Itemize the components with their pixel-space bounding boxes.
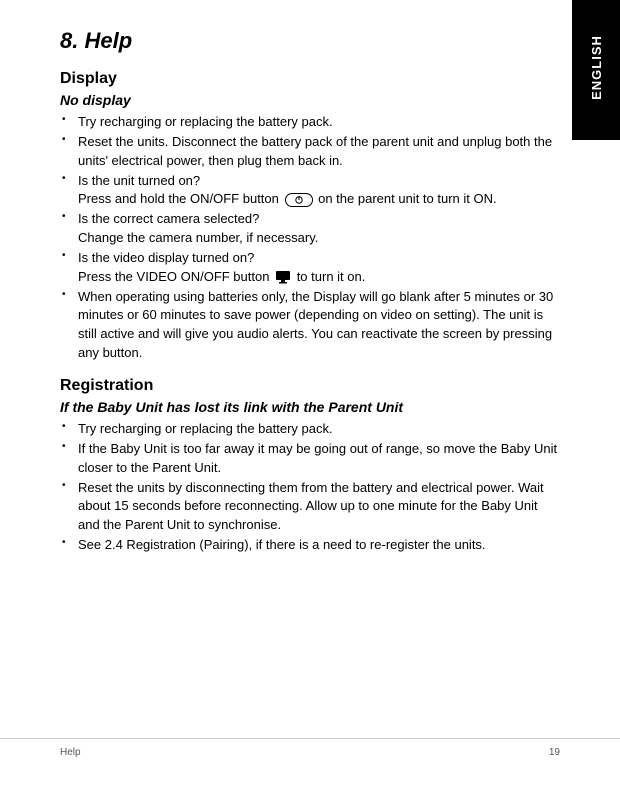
- subsection-title-lost-link: If the Baby Unit has lost its link with …: [60, 399, 560, 415]
- list-item: Is the correct camera selected?Change th…: [60, 210, 560, 248]
- list-item: Try recharging or replacing the battery …: [60, 420, 560, 439]
- list-item-text: Is the correct camera selected?Change th…: [78, 211, 318, 245]
- list-item: Reset the units. Disconnect the battery …: [60, 133, 560, 171]
- list-item: If the Baby Unit is too far away it may …: [60, 440, 560, 478]
- list-item-text: Reset the units. Disconnect the battery …: [78, 134, 552, 168]
- list-item: See 2.4 Registration (Pairing), if there…: [60, 536, 560, 555]
- list-item: Reset the units by disconnecting them fr…: [60, 479, 560, 536]
- power-icon: [285, 193, 313, 207]
- section-title-display: Display: [60, 70, 560, 88]
- list-item-text: See 2.4 Registration (Pairing), if there…: [78, 537, 486, 552]
- chapter-title: 8. Help: [60, 28, 560, 54]
- section-title-registration: Registration: [60, 377, 560, 395]
- list-item-text: Try recharging or replacing the battery …: [78, 114, 333, 129]
- language-tab: ENGLISH: [572, 0, 620, 140]
- display-bullet-list: Try recharging or replacing the battery …: [60, 113, 560, 363]
- list-item-text: Reset the units by disconnecting them fr…: [78, 480, 544, 533]
- list-item-text: Try recharging or replacing the battery …: [78, 421, 333, 436]
- list-item: When operating using batteries only, the…: [60, 288, 560, 363]
- page-content: 8. Help Display No display Try rechargin…: [0, 0, 620, 555]
- list-item-text: If the Baby Unit is too far away it may …: [78, 441, 557, 475]
- footer-section-name: Help: [60, 747, 81, 758]
- footer-page-number: 19: [549, 747, 560, 758]
- monitor-icon: [275, 270, 291, 284]
- list-item: Try recharging or replacing the battery …: [60, 113, 560, 132]
- list-item-text: Is the unit turned on?Press and hold the…: [78, 173, 497, 207]
- registration-bullet-list: Try recharging or replacing the battery …: [60, 420, 560, 555]
- list-item: Is the unit turned on?Press and hold the…: [60, 172, 560, 210]
- list-item-text: Is the video display turned on?Press the…: [78, 250, 365, 284]
- list-item-text: When operating using batteries only, the…: [78, 289, 553, 361]
- subsection-title-no-display: No display: [60, 92, 560, 108]
- language-tab-label: ENGLISH: [589, 35, 604, 100]
- page-footer: Help 19: [0, 738, 620, 758]
- list-item: Is the video display turned on?Press the…: [60, 249, 560, 287]
